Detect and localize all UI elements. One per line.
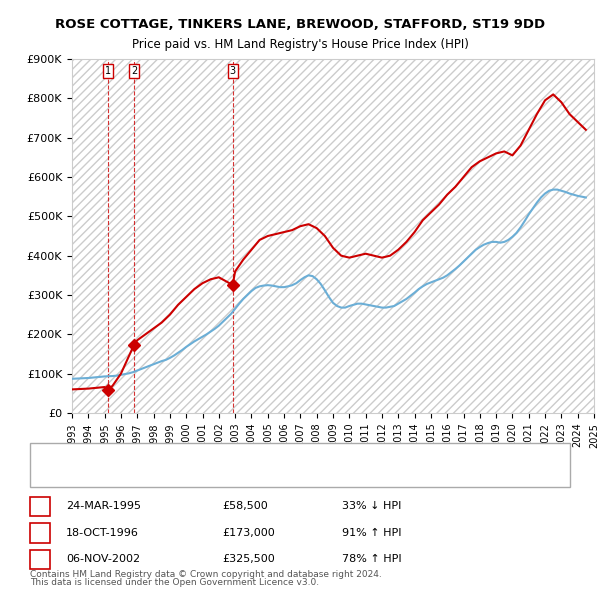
Text: £325,500: £325,500	[222, 555, 275, 564]
Text: 06-NOV-2002: 06-NOV-2002	[66, 555, 140, 564]
Text: 3: 3	[37, 555, 43, 564]
Text: £173,000: £173,000	[222, 528, 275, 537]
Text: 3: 3	[230, 66, 236, 76]
Text: ROSE COTTAGE, TINKERS LANE, BREWOOD, STAFFORD, ST19 9DD: ROSE COTTAGE, TINKERS LANE, BREWOOD, STA…	[55, 18, 545, 31]
Text: ————: ————	[36, 469, 66, 482]
Text: 18-OCT-1996: 18-OCT-1996	[66, 528, 139, 537]
Text: HPI: Average price, detached house, South Staffordshire: HPI: Average price, detached house, Sout…	[69, 471, 350, 481]
Text: 33% ↓ HPI: 33% ↓ HPI	[342, 502, 401, 511]
Text: £58,500: £58,500	[222, 502, 268, 511]
Text: 24-MAR-1995: 24-MAR-1995	[66, 502, 141, 511]
Text: Contains HM Land Registry data © Crown copyright and database right 2024.: Contains HM Land Registry data © Crown c…	[30, 571, 382, 579]
Text: 91% ↑ HPI: 91% ↑ HPI	[342, 528, 401, 537]
Text: 78% ↑ HPI: 78% ↑ HPI	[342, 555, 401, 564]
Text: 2: 2	[37, 528, 43, 537]
Text: ROSE COTTAGE, TINKERS LANE, BREWOOD, STAFFORD, ST19 9DD (detached house): ROSE COTTAGE, TINKERS LANE, BREWOOD, STA…	[69, 448, 489, 458]
Text: Price paid vs. HM Land Registry's House Price Index (HPI): Price paid vs. HM Land Registry's House …	[131, 38, 469, 51]
Text: 1: 1	[37, 502, 43, 511]
Text: 1: 1	[106, 66, 112, 76]
Text: ————: ————	[36, 447, 66, 460]
Text: 2: 2	[131, 66, 137, 76]
Text: This data is licensed under the Open Government Licence v3.0.: This data is licensed under the Open Gov…	[30, 578, 319, 587]
